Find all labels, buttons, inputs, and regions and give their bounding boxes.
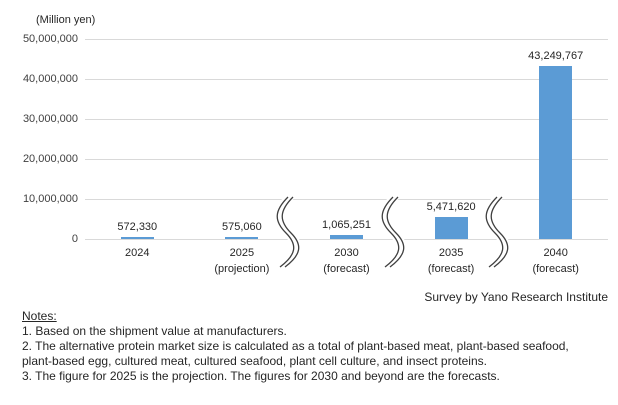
bar-value-label: 575,060 [222,220,262,233]
gridline [85,39,608,40]
y-axis-tick-label: 10,000,000 [22,193,78,205]
axis-break-mark [374,193,408,271]
gridline [85,199,608,200]
notes-section: Notes: 1. Based on the shipment value at… [22,309,569,384]
bar-value-label: 43,249,767 [528,50,584,62]
gridline [85,119,608,120]
x-axis-category-label: 2025 [229,247,255,259]
axis-break-mark [269,193,303,271]
y-axis-unit-label: (Million yen) [36,14,96,26]
note-line: plant-based egg, cultured meat, cultured… [22,354,487,368]
x-axis-category-label: (projection) [214,263,270,275]
note-line: 1. Based on the shipment value at manufa… [22,324,287,338]
y-axis-tick-label: 20,000,000 [22,153,78,165]
bar-2024 [120,236,154,239]
note-line: 3. The figure for 2025 is the projection… [22,369,500,383]
x-axis-category-label: (forecast) [323,263,370,275]
axis-break-mark [478,193,512,271]
x-axis-category-label: 2024 [125,247,150,259]
y-axis-tick-label: 30,000,000 [22,113,78,125]
x-axis-category-label: 2040 [543,247,568,259]
x-axis-category-label: 2030 [334,247,359,259]
y-axis-tick-label: 40,000,000 [22,73,78,85]
x-axis-category-label: (forecast) [532,263,579,275]
x-axis-category-label: 2035 [438,247,464,259]
bar-2030 [330,234,363,239]
survey-credit: Survey by Yano Research Institute [424,290,608,304]
note-line: 2. The alternative protein market size i… [22,339,569,353]
notes-heading: Notes: [22,309,57,323]
y-axis-tick-label: 0 [71,233,78,245]
x-axis-category-label: (forecast) [427,263,475,275]
gridline [85,239,608,240]
bar-value-label: 1,065,251 [322,218,371,231]
bar-2035 [434,217,468,239]
gridline [85,159,608,160]
gridline [85,79,608,80]
bar-2040 [539,66,573,239]
bar-2025 [225,236,259,239]
bar-value-label: 5,471,620 [426,201,476,214]
bar-value-label: 572,330 [117,220,158,233]
y-axis-tick-label: 50,000,000 [22,33,78,45]
